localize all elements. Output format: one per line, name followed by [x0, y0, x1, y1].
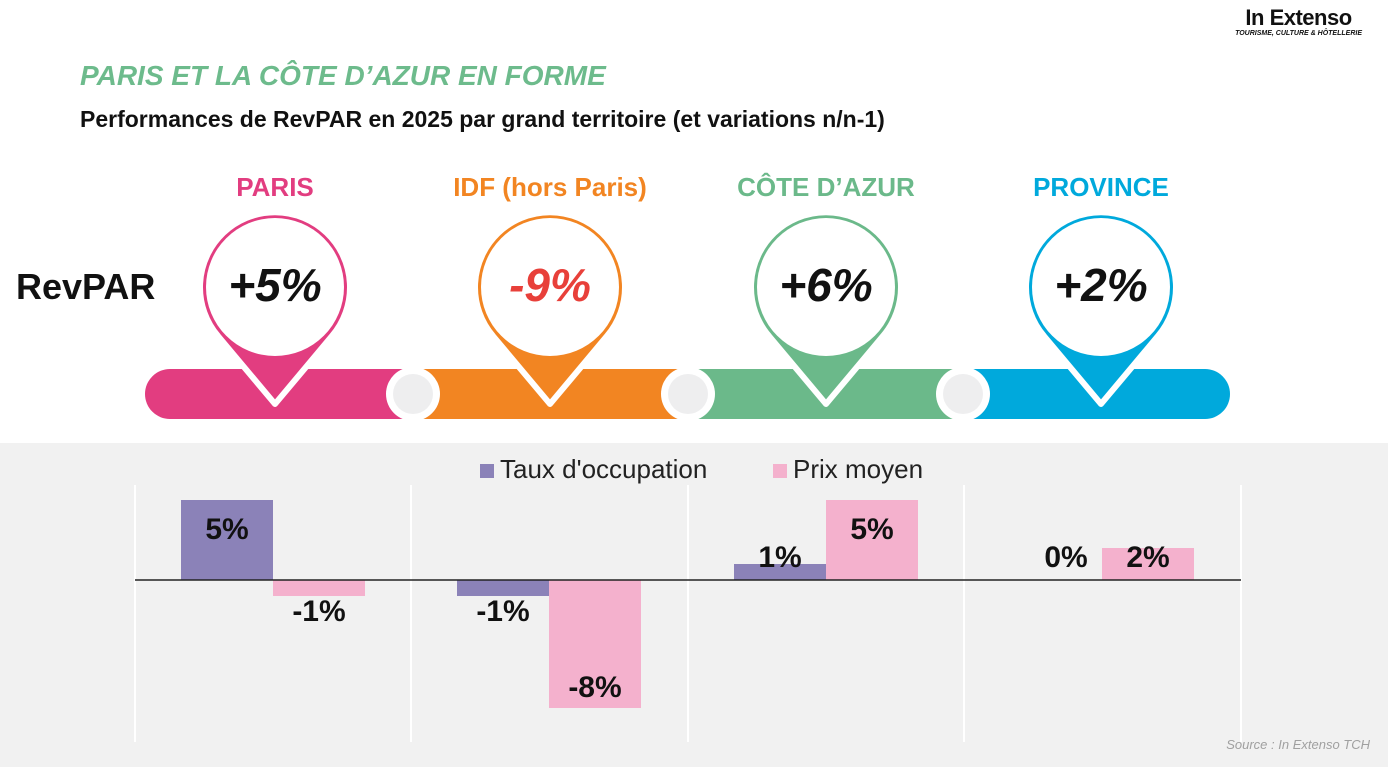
data-label: 1% [758, 541, 801, 574]
legend-price: Prix moyen [773, 454, 923, 485]
track-joint-inner [943, 374, 983, 414]
revpar-label: RevPAR [16, 266, 156, 307]
revpar-variation: -9% [509, 259, 591, 311]
territory-name: PARIS [236, 172, 314, 202]
revpar-variation: +6% [779, 259, 873, 311]
pin-circle [1032, 218, 1170, 356]
kicker-title: PARIS ET LA CÔTE D’AZUR EN FORME [80, 60, 606, 91]
pin-circle [481, 218, 619, 356]
source-note: Source : In Extenso TCH [1226, 737, 1370, 752]
legend-label: Prix moyen [793, 454, 924, 484]
bar-occupation [734, 564, 826, 580]
data-label: -1% [476, 595, 529, 628]
data-label: -1% [292, 595, 345, 628]
legend-swatch-occupation [480, 464, 494, 478]
data-label: 5% [850, 513, 893, 546]
track-joint-inner [393, 374, 433, 414]
territory-name: CÔTE D’AZUR [737, 172, 915, 202]
logo: In Extenso TOURISME, CULTURE & HÔTELLERI… [1235, 5, 1362, 38]
revpar-variation: +2% [1054, 259, 1148, 311]
pin-circle [757, 218, 895, 356]
legend-occupation: Taux d'occupation [480, 454, 707, 485]
legend-label: Taux d'occupation [500, 454, 708, 484]
data-label: 5% [205, 513, 248, 546]
pin-circle [206, 218, 344, 356]
bar-price [1102, 548, 1194, 580]
bar-price [273, 580, 365, 596]
logo-tagline: TOURISME, CULTURE & HÔTELLERIE [1235, 30, 1362, 37]
page-subtitle: Performances de RevPAR en 2025 par grand… [80, 106, 885, 132]
territory-name: PROVINCE [1033, 172, 1169, 202]
bar-occupation [181, 500, 273, 580]
bar-price [826, 500, 918, 580]
data-label: 0% [1044, 541, 1087, 574]
bar-price [549, 580, 641, 708]
bar-occupation [457, 580, 549, 596]
data-label: -8% [568, 671, 621, 704]
territory-name: IDF (hors Paris) [453, 172, 647, 202]
chart-background [0, 443, 1388, 767]
revpar-variation: +5% [228, 259, 322, 311]
data-label: 2% [1126, 541, 1169, 574]
logo-name: In Extenso [1245, 5, 1352, 30]
track-joint-inner [668, 374, 708, 414]
legend-swatch-price [773, 464, 787, 478]
